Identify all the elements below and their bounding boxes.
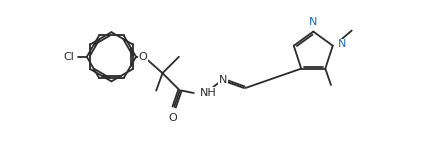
Text: NH: NH [200,88,216,98]
Text: O: O [169,113,177,123]
Text: N: N [308,17,317,27]
Text: Cl: Cl [63,52,74,62]
Text: O: O [138,52,147,62]
Text: N: N [337,40,345,49]
Text: N: N [218,75,227,85]
